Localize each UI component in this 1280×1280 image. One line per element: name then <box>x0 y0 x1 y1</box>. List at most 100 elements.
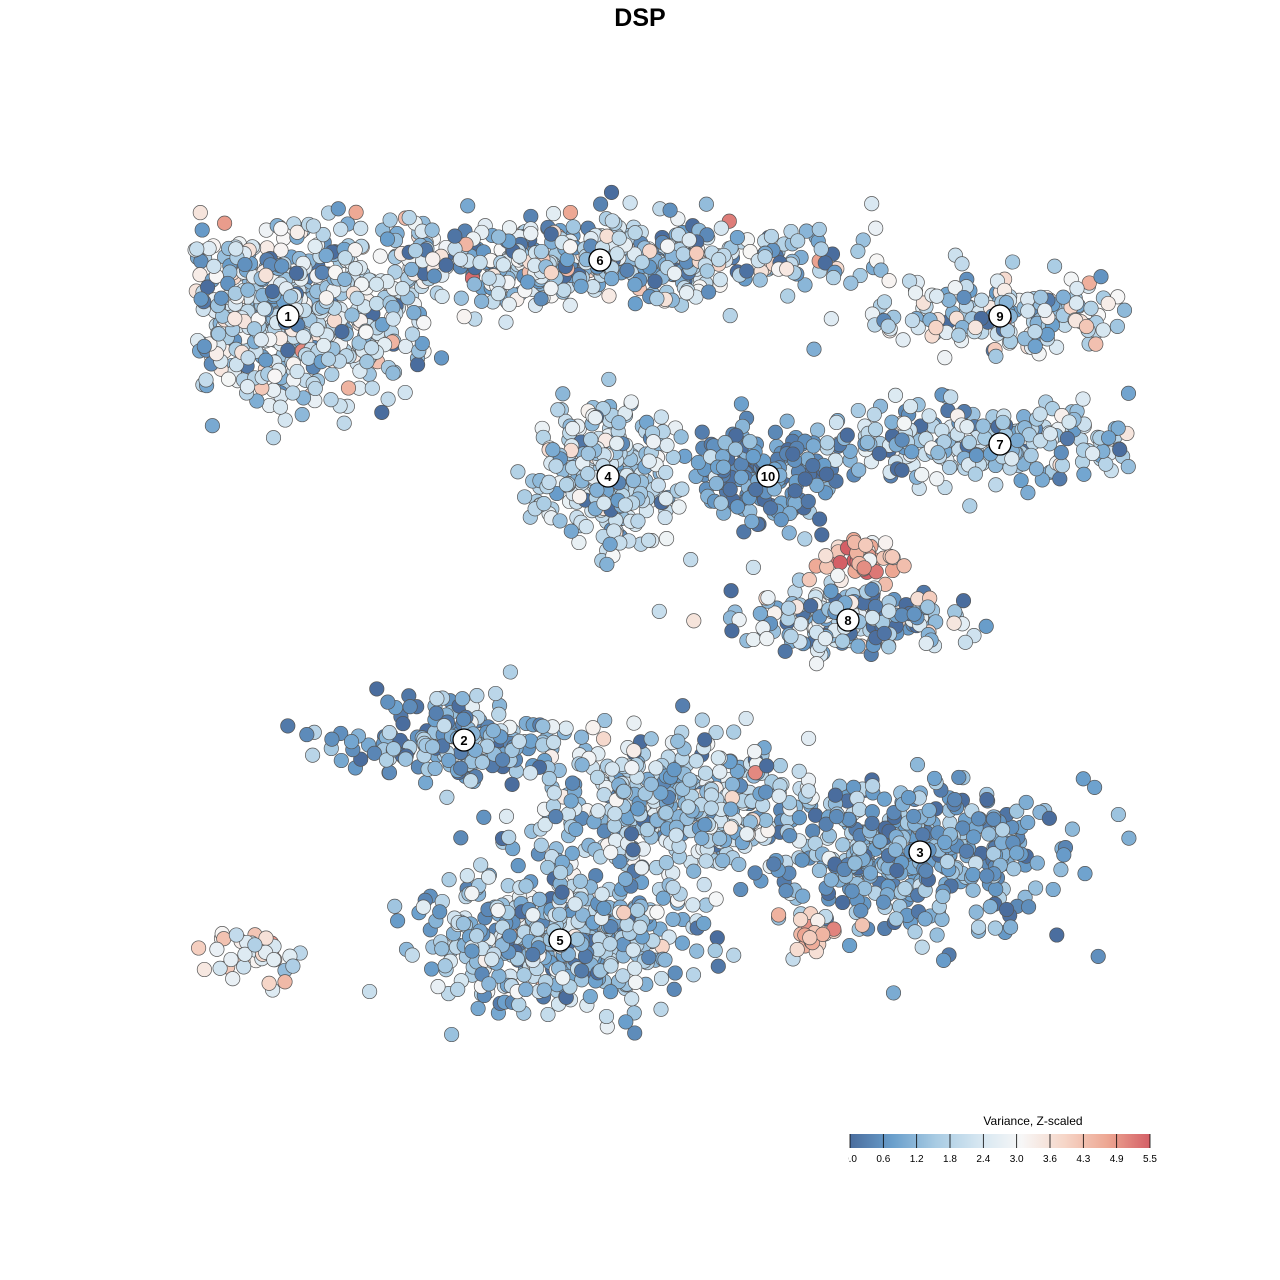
data-point <box>766 856 782 872</box>
data-point <box>748 481 764 498</box>
data-point <box>583 432 599 448</box>
data-point <box>1083 300 1099 316</box>
data-point <box>929 927 945 943</box>
data-point <box>929 288 945 304</box>
data-point <box>729 229 745 246</box>
data-point <box>852 840 868 856</box>
cluster-label-6: 6 <box>588 248 612 272</box>
data-point <box>867 421 884 437</box>
data-point <box>649 904 665 920</box>
data-point <box>710 750 726 766</box>
data-point <box>658 464 674 481</box>
data-point <box>1003 919 1019 935</box>
data-point <box>864 610 880 626</box>
data-point <box>825 270 842 286</box>
cluster-label-7: 7 <box>988 432 1012 456</box>
data-point <box>665 879 681 896</box>
data-point <box>1120 459 1136 475</box>
cluster-label-3: 3 <box>908 840 932 864</box>
data-point <box>249 393 265 409</box>
data-point <box>460 198 476 214</box>
data-point <box>934 911 950 927</box>
data-point <box>619 262 635 278</box>
data-point <box>374 404 390 420</box>
data-point <box>639 822 655 838</box>
data-point <box>689 245 705 261</box>
data-point <box>986 811 1002 827</box>
data-point <box>450 981 466 997</box>
data-point <box>1054 457 1070 474</box>
data-point <box>811 862 827 879</box>
data-point <box>349 290 365 306</box>
data-point <box>957 634 973 650</box>
data-point <box>873 262 889 278</box>
data-point <box>887 842 903 858</box>
data-point <box>1112 441 1128 458</box>
data-point <box>511 248 528 264</box>
data-point <box>723 820 739 836</box>
data-point <box>604 271 620 287</box>
data-point <box>299 727 315 743</box>
data-point <box>712 830 728 847</box>
data-point <box>559 251 575 267</box>
data-point <box>710 958 726 974</box>
data-point <box>626 715 642 731</box>
data-point <box>253 332 269 348</box>
data-point <box>847 855 863 871</box>
data-point <box>624 760 640 776</box>
data-point <box>828 414 845 431</box>
data-point <box>380 391 396 407</box>
data-point <box>715 459 732 475</box>
data-point <box>1042 426 1058 442</box>
data-point <box>685 967 702 983</box>
data-point <box>651 603 667 619</box>
data-point <box>965 866 981 883</box>
data-point <box>518 878 534 894</box>
data-point <box>266 952 282 968</box>
data-point <box>979 792 995 808</box>
data-point <box>1093 269 1109 285</box>
data-point <box>1004 451 1020 467</box>
data-point <box>225 971 241 987</box>
data-point <box>942 459 958 476</box>
data-point <box>1078 318 1095 335</box>
cluster-labels-layer: 1 2 3 4 5 6 7 8 9 10 <box>276 248 1012 952</box>
data-point <box>372 248 388 264</box>
data-point <box>1120 385 1137 401</box>
data-point <box>488 685 504 702</box>
data-point <box>1052 471 1068 487</box>
data-point <box>818 466 835 482</box>
data-point <box>1109 318 1125 334</box>
data-point <box>1009 803 1025 819</box>
data-point <box>381 725 397 741</box>
data-point <box>407 243 424 259</box>
data-point <box>1027 338 1043 354</box>
data-point <box>194 222 210 238</box>
data-point <box>739 263 755 279</box>
data-point <box>485 723 501 739</box>
data-point <box>501 296 517 312</box>
data-point <box>283 289 299 305</box>
data-point <box>666 762 682 778</box>
data-point <box>955 820 971 836</box>
data-point <box>955 593 972 609</box>
data-point <box>817 255 833 271</box>
data-point <box>436 718 452 734</box>
data-point <box>791 810 807 826</box>
data-point <box>871 446 887 462</box>
data-point <box>622 195 638 211</box>
data-point <box>865 778 881 794</box>
data-point <box>574 757 590 773</box>
data-point <box>624 991 640 1007</box>
data-point <box>548 458 564 474</box>
data-point <box>416 315 432 331</box>
data-point <box>779 261 795 277</box>
data-point <box>699 263 715 279</box>
data-point <box>907 285 924 301</box>
cluster-label-9: 9 <box>988 304 1012 328</box>
data-point <box>295 329 311 345</box>
data-point <box>853 903 869 919</box>
data-point <box>1085 445 1101 462</box>
legend-tick-label: 4.3 <box>1076 1154 1090 1165</box>
data-point <box>362 983 378 1000</box>
